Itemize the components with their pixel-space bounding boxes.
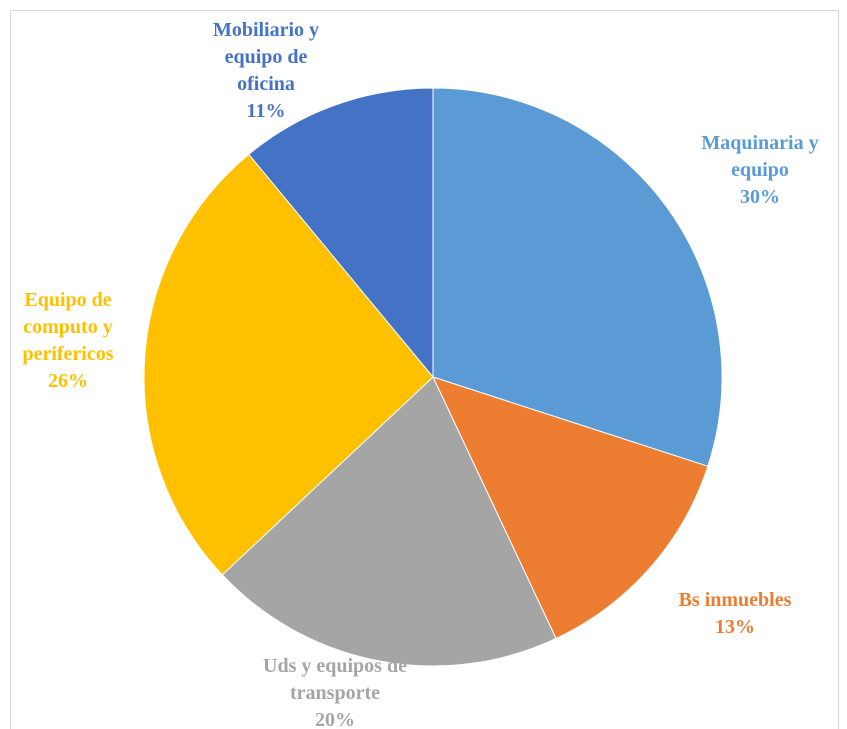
pie-slice (143, 153, 434, 576)
value-label: 20% (315, 709, 355, 729)
pie-slice (432, 87, 723, 467)
slice-label: Maquinaria y equipo 30% (685, 130, 835, 211)
category-label: Bs inmuebles (678, 589, 792, 611)
pie-slice (221, 376, 557, 667)
chart-border (10, 10, 839, 729)
value-label: 13% (715, 616, 755, 638)
slice-label: Bs inmuebles 13% (660, 587, 810, 641)
slice-label: Mobiliario y equipo de oficina 11% (196, 17, 336, 125)
value-label: 11% (246, 100, 286, 122)
slice-label: Uds y equipos de transporte 20% (260, 653, 410, 729)
category-label: Mobiliario y equipo de oficina (212, 19, 320, 95)
slice-label: Equipo de computo y perifericos 26% (8, 287, 128, 395)
pie-slice (432, 376, 709, 640)
category-label: Equipo de computo y perifericos (22, 289, 114, 365)
value-label: 26% (48, 370, 88, 392)
category-label: Maquinaria y equipo (701, 132, 819, 181)
category-label: Uds y equipos de transporte (263, 655, 407, 704)
value-label: 30% (740, 186, 780, 208)
pie-slice (248, 87, 434, 379)
